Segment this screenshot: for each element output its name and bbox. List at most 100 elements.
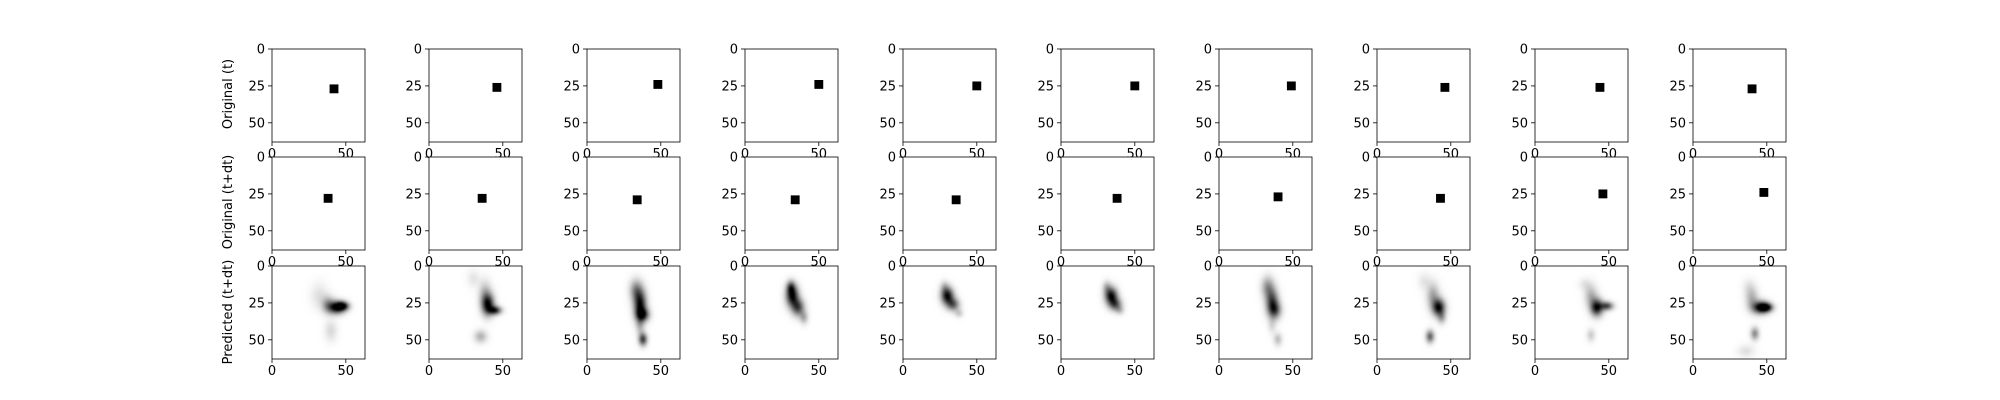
object-square	[1759, 188, 1769, 197]
axes-frame	[1218, 156, 1313, 251]
y-tick-label: 0	[730, 43, 738, 58]
axes-frame	[586, 265, 681, 360]
x-tick-label: 0	[583, 364, 591, 379]
axes-frame	[902, 265, 997, 360]
predicted-heatmap	[1535, 266, 1628, 359]
x-tick-label: 0	[899, 255, 907, 270]
axes-frame	[902, 156, 997, 251]
x-tick-label: 0	[1689, 147, 1697, 162]
object-square	[323, 193, 333, 203]
y-tick-label: 50	[1511, 116, 1528, 131]
x-tick-label: 0	[1215, 255, 1223, 270]
panel-background	[903, 49, 996, 142]
panel-background	[429, 157, 522, 250]
y-tick-label: 25	[405, 296, 422, 311]
y-tick-label: 0	[572, 260, 580, 275]
x-tick-label: 50	[653, 364, 670, 379]
predicted-heatmap	[272, 266, 365, 359]
y-tick-label: 50	[405, 224, 422, 239]
x-tick-label: 0	[1215, 364, 1223, 379]
predicted-heatmap	[1061, 266, 1154, 359]
y-tick-label: 25	[879, 79, 896, 94]
y-tick-label: 25	[879, 296, 896, 311]
x-tick-label: 50	[495, 364, 512, 379]
object-square	[814, 80, 824, 89]
panel-background	[1219, 157, 1312, 250]
y-tick-label: 0	[1362, 260, 1370, 275]
axes-frame	[1376, 48, 1471, 143]
y-tick-label: 25	[721, 187, 738, 202]
y-tick-label: 25	[1195, 187, 1212, 202]
axes-frame	[586, 48, 681, 143]
y-tick-label: 50	[248, 116, 265, 131]
x-tick-label: 0	[1531, 364, 1539, 379]
axes-frame	[1692, 265, 1787, 360]
axes-frame	[1060, 156, 1155, 251]
axes-frame	[1060, 265, 1155, 360]
object-square	[477, 193, 487, 203]
panel-background	[1061, 157, 1154, 250]
y-tick-label: 50	[1353, 224, 1370, 239]
panel-background	[1693, 157, 1786, 250]
y-tick-label: 25	[248, 79, 265, 94]
panel-background	[903, 157, 996, 250]
y-tick-label: 50	[563, 224, 580, 239]
y-tick-label: 0	[1362, 43, 1370, 58]
x-tick-label: 0	[1531, 255, 1539, 270]
x-tick-label: 0	[1057, 147, 1065, 162]
y-tick-label: 25	[1353, 296, 1370, 311]
y-tick-label: 0	[1046, 43, 1054, 58]
object-square	[1595, 82, 1605, 92]
y-tick-label: 0	[414, 260, 422, 275]
panel-background	[1219, 49, 1312, 142]
predicted-heatmap	[1377, 266, 1470, 359]
axes-frame	[1060, 48, 1155, 143]
y-tick-label: 25	[1037, 79, 1054, 94]
x-tick-label: 0	[1057, 364, 1065, 379]
panel-grid: 0 25 50 0 50 0 25 50 0 50 0 25 50 0 50 0 25 50 0 50 0 25 50 0 50…	[248, 43, 1787, 379]
y-tick-label: 50	[1669, 333, 1686, 348]
axes-frame	[902, 48, 997, 143]
y-tick-label: 25	[563, 187, 580, 202]
axes-frame	[1534, 156, 1629, 251]
object-square	[790, 195, 800, 205]
predicted-heatmap	[587, 266, 680, 359]
object-square	[1598, 189, 1608, 199]
object-square	[951, 195, 961, 205]
y-tick-label: 25	[1037, 187, 1054, 202]
y-tick-label: 0	[1204, 260, 1212, 275]
y-tick-label: 25	[1669, 296, 1686, 311]
y-tick-label: 50	[1195, 116, 1212, 131]
y-tick-label: 25	[721, 296, 738, 311]
y-tick-label: 0	[1678, 260, 1686, 275]
x-tick-label: 0	[268, 364, 276, 379]
y-tick-label: 0	[730, 260, 738, 275]
predicted-heatmap	[1693, 266, 1786, 359]
y-tick-label: 0	[1520, 43, 1528, 58]
y-tick-label: 25	[721, 79, 738, 94]
y-tick-label: 50	[563, 116, 580, 131]
axes-frame	[1534, 265, 1629, 360]
object-square	[1112, 193, 1122, 203]
axes-frame	[428, 48, 523, 143]
predicted-heatmap	[745, 266, 838, 359]
x-tick-label: 0	[899, 147, 907, 162]
y-tick-label: 0	[1362, 151, 1370, 166]
panel-background	[1061, 49, 1154, 142]
x-tick-label: 0	[268, 147, 276, 162]
axes-frame	[1376, 265, 1471, 360]
y-tick-label: 50	[879, 116, 896, 131]
panel-background	[272, 49, 365, 142]
x-tick-label: 50	[338, 364, 355, 379]
y-tick-label: 0	[1520, 151, 1528, 166]
y-tick-label: 25	[563, 79, 580, 94]
panel-r3-c7: 0 25 50 0 50	[1195, 260, 1313, 379]
